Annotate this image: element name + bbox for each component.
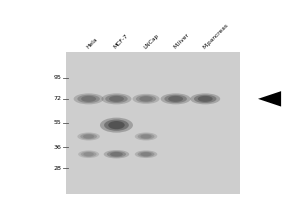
Ellipse shape [78, 150, 99, 158]
Text: M.liver: M.liver [172, 32, 190, 50]
Ellipse shape [83, 134, 94, 139]
Ellipse shape [198, 96, 213, 102]
Ellipse shape [101, 93, 131, 104]
Ellipse shape [104, 120, 129, 131]
Ellipse shape [190, 93, 220, 104]
Ellipse shape [138, 133, 154, 139]
Text: 95: 95 [54, 75, 61, 80]
Ellipse shape [105, 95, 128, 103]
Ellipse shape [74, 93, 104, 104]
Text: 55: 55 [54, 120, 61, 126]
Ellipse shape [138, 151, 154, 157]
Ellipse shape [164, 95, 187, 103]
Ellipse shape [109, 96, 124, 102]
Ellipse shape [104, 150, 129, 158]
Ellipse shape [81, 151, 97, 157]
Text: MCF-7: MCF-7 [113, 33, 130, 50]
Text: 72: 72 [53, 96, 62, 101]
Ellipse shape [83, 152, 94, 156]
Ellipse shape [140, 152, 152, 156]
Ellipse shape [107, 151, 126, 157]
Text: 36: 36 [54, 145, 61, 150]
Ellipse shape [80, 133, 97, 139]
Bar [66, 52, 240, 194]
Ellipse shape [77, 95, 100, 103]
Ellipse shape [140, 134, 152, 139]
Ellipse shape [135, 150, 157, 158]
Ellipse shape [108, 121, 125, 129]
Text: 28: 28 [54, 166, 61, 171]
Ellipse shape [160, 93, 190, 104]
Ellipse shape [133, 94, 160, 104]
Ellipse shape [135, 132, 157, 140]
Ellipse shape [81, 96, 96, 102]
Ellipse shape [77, 132, 100, 140]
Text: M.pancreas: M.pancreas [202, 22, 229, 50]
Ellipse shape [194, 95, 217, 103]
Ellipse shape [139, 96, 153, 102]
Text: Hela: Hela [85, 37, 98, 50]
Ellipse shape [168, 96, 183, 102]
Text: LNCap: LNCap [142, 33, 160, 50]
Ellipse shape [136, 95, 156, 103]
Ellipse shape [100, 118, 133, 133]
Ellipse shape [110, 152, 123, 157]
Polygon shape [258, 91, 281, 107]
